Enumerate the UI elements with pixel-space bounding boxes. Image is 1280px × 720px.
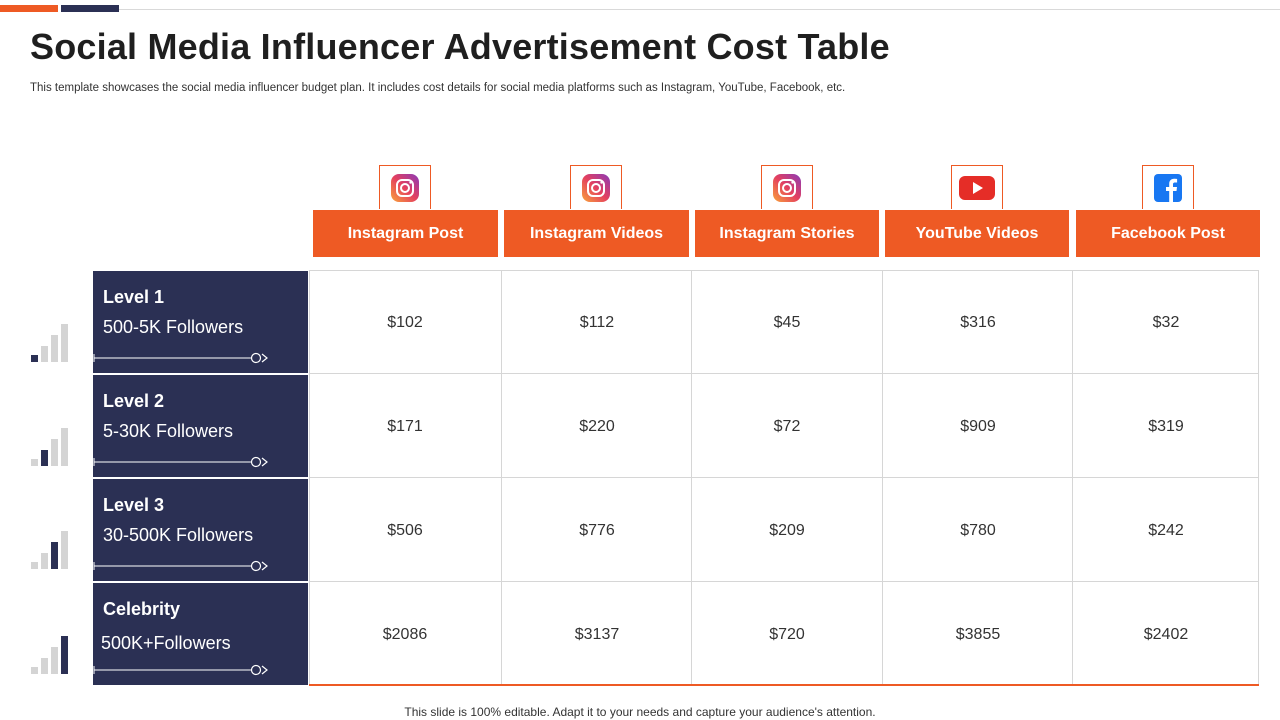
- signal-bar: [51, 439, 58, 466]
- grid-divider: [309, 477, 1259, 478]
- youtube-videos-icon-box: [951, 165, 1003, 209]
- page-title: Social Media Influencer Advertisement Co…: [30, 26, 890, 67]
- row-followers-range: 500-5K Followers: [103, 317, 244, 337]
- signal-bar: [31, 355, 38, 362]
- cost-cell: $72: [773, 417, 801, 435]
- footer-note: This slide is 100% editable. Adapt it to…: [404, 705, 876, 719]
- signal-bar: [31, 667, 38, 674]
- cost-cell: $2086: [382, 625, 428, 643]
- signal-bar: [51, 335, 58, 362]
- signal-bar: [51, 647, 58, 674]
- cost-cell: $171: [387, 417, 423, 435]
- row-label-level-2: Level 2 5-30K Followers: [93, 375, 308, 477]
- instagram-icon: [391, 173, 419, 202]
- cost-cell: $32: [1152, 313, 1180, 331]
- table-bottom-accent: [309, 684, 1259, 686]
- instagram-icon: [773, 173, 801, 202]
- instagram-post-icon-box: [379, 165, 431, 209]
- cost-cell: $3137: [574, 625, 620, 643]
- youtube-icon: [959, 175, 995, 200]
- page-subtitle: This template showcases the social media…: [30, 82, 846, 94]
- row-level-title: Celebrity: [103, 599, 181, 619]
- signal-bar: [41, 346, 48, 362]
- top-divider: [119, 9, 1280, 10]
- facebook-icon: [1154, 173, 1182, 202]
- top-accent-orange: [0, 5, 58, 12]
- row-followers-range: 30-500K Followers: [103, 525, 254, 545]
- cost-cell: $909: [960, 417, 996, 435]
- signal-bar: [51, 542, 58, 569]
- arrow-line-icon: [93, 456, 268, 468]
- row-label-level-1: Level 1 500-5K Followers: [93, 271, 308, 373]
- cost-cell: $776: [579, 521, 615, 539]
- arrow-line-icon: [93, 664, 268, 676]
- signal-bar: [61, 636, 68, 674]
- cost-cell: $242: [1148, 521, 1184, 539]
- signal-bar: [61, 324, 68, 362]
- cost-cell: $209: [769, 521, 805, 539]
- grid-divider: [309, 581, 1259, 582]
- column-header-facebook-post: Facebook Post: [1076, 210, 1260, 257]
- signal-bar: [41, 553, 48, 569]
- cost-cell: $112: [579, 313, 615, 331]
- arrow-line-icon: [93, 560, 268, 572]
- arrow-line-icon: [93, 352, 268, 364]
- cost-cell: $316: [960, 313, 996, 331]
- column-header-instagram-stories: Instagram Stories: [695, 210, 879, 257]
- signal-bar: [41, 658, 48, 674]
- row-level-title: Level 2: [103, 391, 165, 411]
- row-label-celebrity: Celebrity 500K+Followers: [93, 583, 308, 685]
- row-label-level-3: Level 3 30-500K Followers: [93, 479, 308, 581]
- signal-strength-icon: [31, 531, 71, 569]
- cost-cell: $780: [960, 521, 996, 539]
- column-header-youtube-videos: YouTube Videos: [885, 210, 1069, 257]
- row-followers-range: 500K+Followers: [101, 633, 231, 653]
- signal-bar: [61, 531, 68, 569]
- row-followers-range: 5-30K Followers: [103, 421, 234, 441]
- instagram-icon: [582, 173, 610, 202]
- signal-strength-icon: [31, 636, 71, 674]
- column-header-instagram-post: Instagram Post: [313, 210, 498, 257]
- cost-cell: $319: [1148, 417, 1184, 435]
- signal-bar: [61, 428, 68, 466]
- signal-bar: [31, 459, 38, 466]
- cost-cell: $45: [773, 313, 801, 331]
- signal-strength-icon: [31, 324, 71, 362]
- signal-bar: [31, 562, 38, 569]
- facebook-post-icon-box: [1142, 165, 1194, 209]
- top-accent-navy: [61, 5, 119, 12]
- row-level-title: Level 3: [103, 495, 165, 515]
- cost-cell: $220: [579, 417, 615, 435]
- signal-strength-icon: [31, 428, 71, 466]
- cost-cell: $102: [387, 313, 423, 331]
- row-level-title: Level 1: [103, 287, 165, 307]
- cost-cell: $3855: [955, 625, 1001, 643]
- cost-cell: $506: [387, 521, 423, 539]
- grid-divider: [309, 373, 1259, 374]
- signal-bar: [41, 450, 48, 466]
- column-header-instagram-videos: Instagram Videos: [504, 210, 689, 257]
- instagram-videos-icon-box: [570, 165, 622, 209]
- cost-cell: $2402: [1143, 625, 1189, 643]
- instagram-stories-icon-box: [761, 165, 813, 209]
- cost-cell: $720: [769, 625, 805, 643]
